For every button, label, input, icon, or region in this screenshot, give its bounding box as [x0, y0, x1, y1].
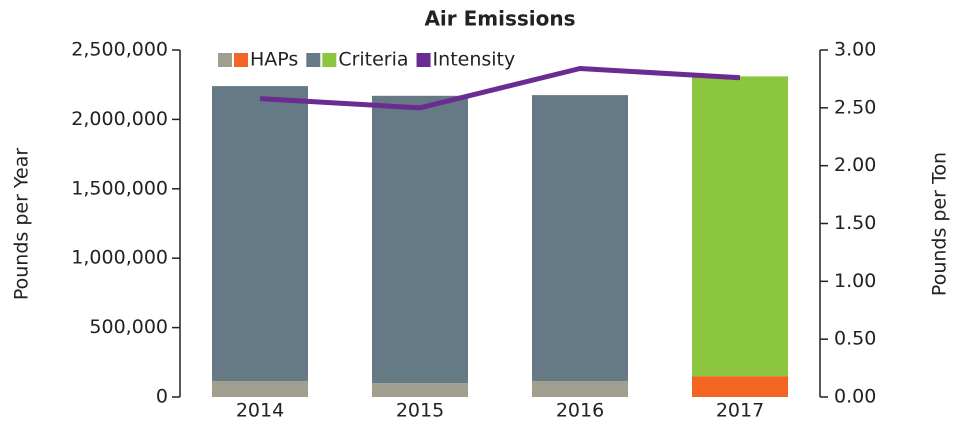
y2-tick-label: 3.00 — [834, 39, 876, 61]
x-tick-label: 2017 — [716, 400, 764, 422]
x-tick-label: 2014 — [236, 400, 284, 422]
legend-swatch — [218, 53, 232, 67]
y-tick-label: 2,500,000 — [71, 39, 168, 61]
y-tick-label: 2,000,000 — [71, 108, 168, 130]
legend-label: Intensity — [433, 49, 516, 71]
bar-segment — [532, 95, 628, 382]
bar-segment — [532, 381, 628, 397]
bar-segment — [372, 95, 468, 384]
legend-swatch — [306, 53, 321, 67]
legend-swatch — [234, 53, 248, 67]
y2-tick-label: 1.50 — [834, 212, 876, 234]
legend-label: HAPs — [250, 49, 298, 71]
y2-tick-label: 2.50 — [834, 96, 876, 118]
y-axis-title: Pounds per Year — [11, 148, 33, 301]
y2-tick-label: 2.00 — [834, 154, 876, 176]
bar-segment — [692, 376, 788, 397]
y-tick-label: 1,500,000 — [71, 177, 168, 199]
y2-tick-label: 0.50 — [834, 328, 876, 350]
y-tick-label: 500,000 — [89, 316, 168, 338]
legend-swatch — [416, 53, 431, 67]
y-tick-label: 0 — [156, 386, 168, 408]
intensity-line — [259, 66, 741, 111]
legend-label: Criteria — [338, 49, 408, 71]
legend-swatch — [322, 53, 337, 67]
bar-segment — [212, 381, 308, 397]
y-tick-label: 1,000,000 — [71, 247, 168, 269]
y2-axis-title: Pounds per Ton — [929, 152, 951, 296]
bar-segment — [692, 76, 788, 377]
y2-tick-label: 0.00 — [834, 386, 876, 408]
bar-segment — [212, 86, 308, 382]
chart-title: Air Emissions — [424, 7, 575, 31]
y2-tick-label: 1.00 — [834, 270, 876, 292]
x-tick-label: 2016 — [556, 400, 604, 422]
bar-segment — [372, 383, 468, 397]
x-tick-label: 2015 — [396, 400, 444, 422]
